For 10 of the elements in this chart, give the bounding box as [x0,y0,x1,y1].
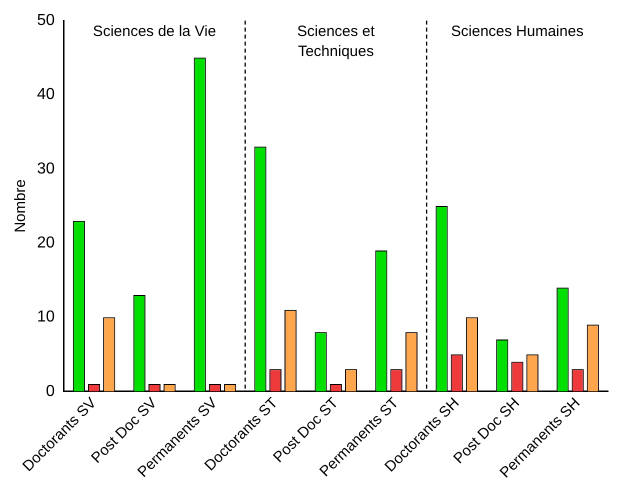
y-tick-label: 50 [37,12,55,30]
y-tick-label: 40 [37,86,55,104]
annotation: Sciences Humaines [451,23,584,40]
y-tick-label: 30 [37,160,55,178]
y-tick-label: 20 [37,234,55,252]
y-tick-label: 0 [46,382,55,400]
y-axis-title: Nombre [12,179,30,233]
y-tick-label: 10 [37,308,55,326]
annotation: Sciences de la Vie [92,23,216,40]
annotation: Sciences et Techniques [297,23,376,60]
